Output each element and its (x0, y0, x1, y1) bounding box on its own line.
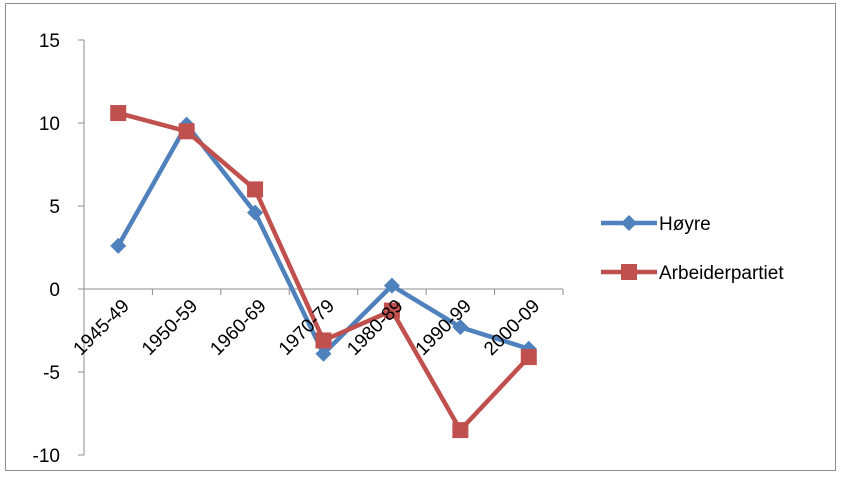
axes (78, 39, 564, 456)
y-tick-label: 10 (39, 114, 60, 135)
data-point (383, 302, 400, 319)
data-point (110, 237, 127, 254)
y-tick-label: 0 (49, 280, 60, 301)
data-point (315, 345, 332, 362)
x-tick-label: 1960-69 (206, 296, 270, 360)
data-point (247, 204, 264, 221)
legend-marker (621, 264, 637, 280)
data-point (452, 319, 469, 336)
legend-marker (621, 215, 637, 231)
series-line (117, 110, 531, 433)
data-point (452, 422, 469, 439)
chart-frame (5, 3, 836, 471)
legend-entry: Arbeiderpartiet (601, 263, 784, 284)
y-tick-label: 5 (49, 197, 60, 218)
data-point (110, 105, 127, 122)
y-tick-label: -10 (33, 446, 60, 467)
x-tick-label: 1950-59 (138, 296, 202, 360)
data-point (315, 332, 332, 349)
legend-entry: Høyre (601, 214, 711, 235)
series-layer (110, 105, 537, 439)
legend-label: Høyre (659, 214, 711, 235)
y-tick-label: -5 (43, 363, 60, 384)
data-point (383, 277, 400, 294)
legend: Høyre Arbeiderpartiet (601, 214, 784, 284)
x-tick-label: 1945-49 (70, 296, 134, 360)
data-point (247, 181, 264, 198)
data-point (178, 123, 195, 140)
data-point (520, 349, 537, 366)
legend-label: Arbeiderpartiet (659, 263, 784, 284)
y-tick-labels: 15 10 5 0 -5 -10 (33, 31, 60, 467)
series-1 (110, 105, 537, 439)
y-tick-label: 15 (39, 31, 60, 52)
